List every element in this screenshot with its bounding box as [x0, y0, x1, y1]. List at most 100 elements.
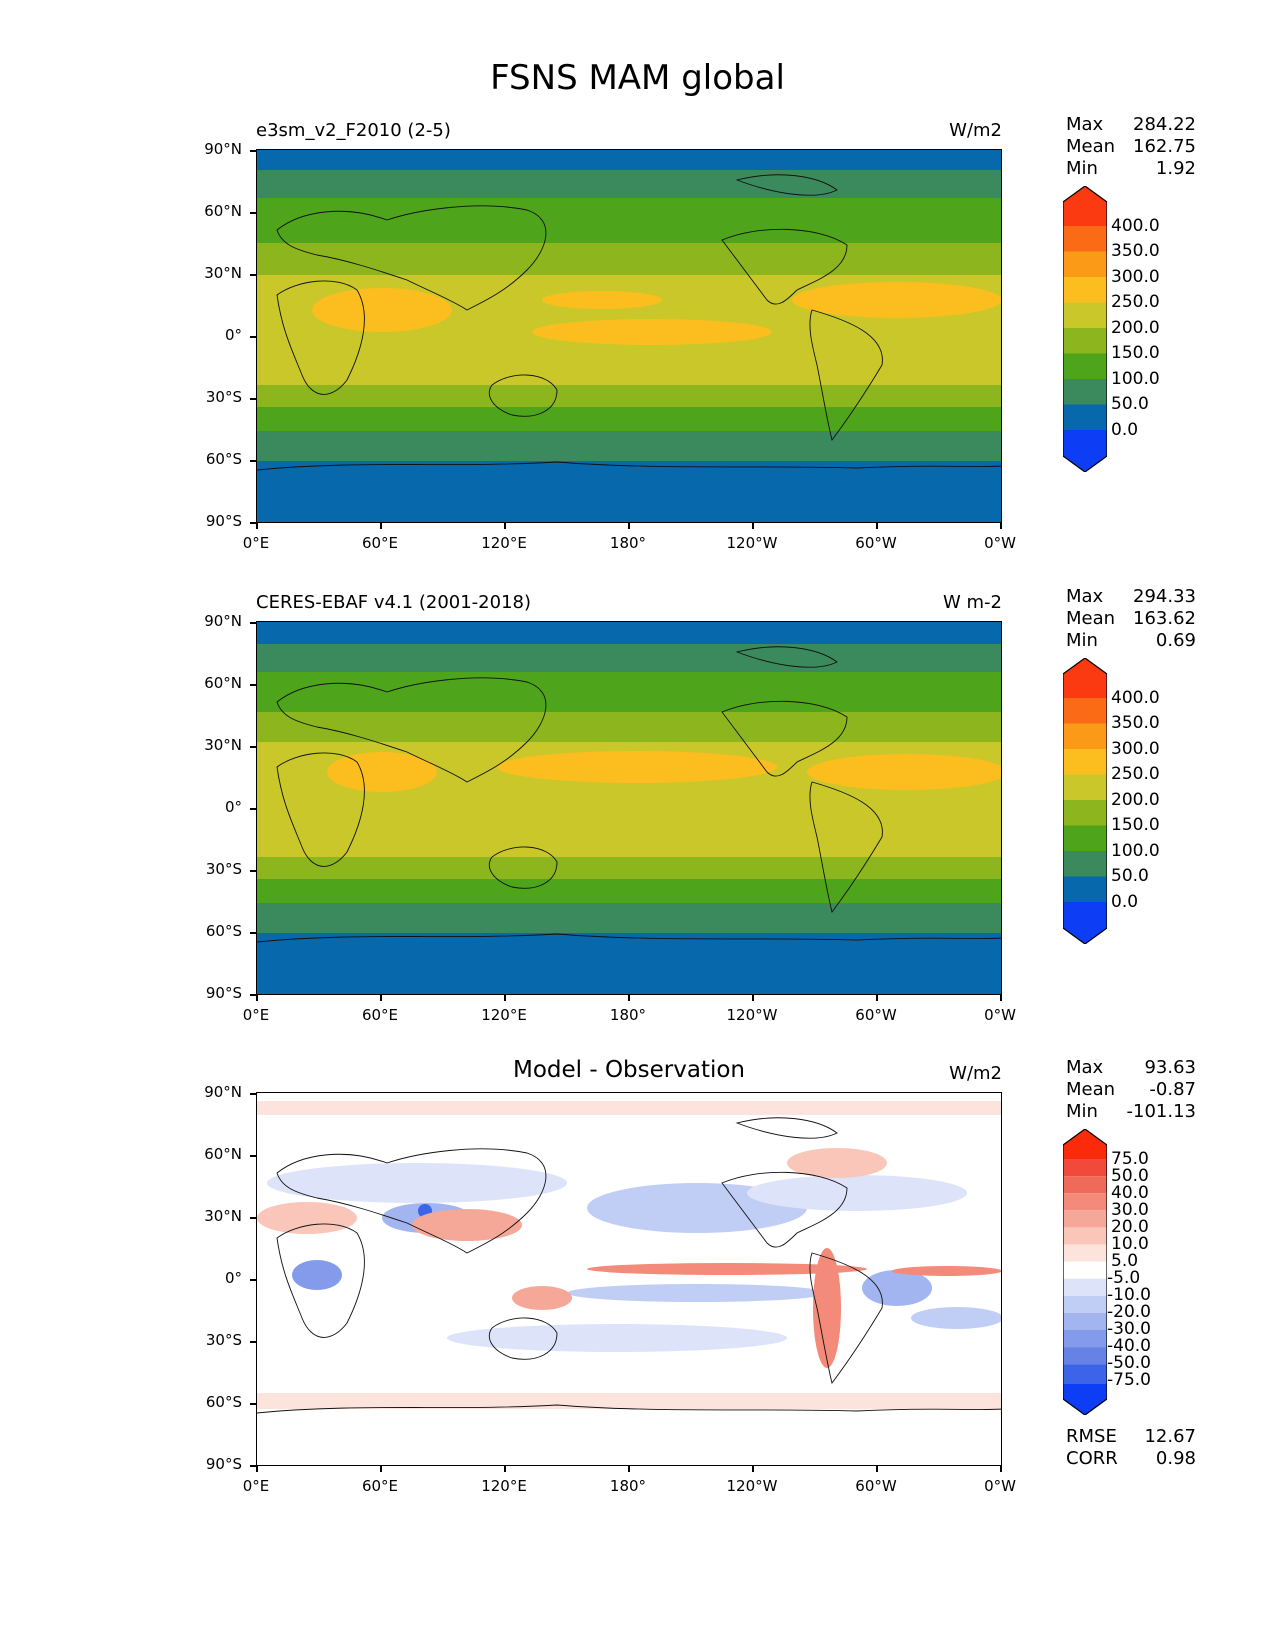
map-field-svg — [257, 622, 1001, 994]
y-tick — [250, 994, 256, 996]
colorbar — [1062, 185, 1108, 476]
x-tick — [380, 995, 382, 1001]
colorbar-label: -75.0 — [1107, 1370, 1151, 1390]
x-tick — [628, 1466, 630, 1472]
colorbar-label: 250.0 — [1111, 292, 1160, 312]
x-tick — [752, 523, 754, 529]
colorbar-label: -5.0 — [1107, 1268, 1141, 1288]
colorbar-label: -10.0 — [1107, 1285, 1151, 1305]
x-tick-label: 120°E — [481, 1006, 527, 1024]
y-tick-label: 0° — [224, 1269, 242, 1287]
x-tick — [256, 1466, 258, 1472]
neg-region — [292, 1260, 342, 1290]
stat-max: Max 284.22 — [1066, 114, 1196, 136]
map-plot — [256, 149, 1002, 523]
rmse-row: RMSE 12.67 — [1066, 1426, 1196, 1448]
stat-label: Min — [1066, 158, 1098, 179]
colorbar-label: 50.0 — [1111, 866, 1149, 886]
neg-region — [862, 1270, 932, 1306]
stats-box: Max 284.22 Mean 162.75 Min 1.92 — [1066, 114, 1196, 180]
x-tick-label: 0°E — [242, 534, 270, 552]
x-tick-label: 60°W — [855, 534, 897, 552]
stat-value: -101.13 — [1126, 1101, 1196, 1122]
stat-label: Mean — [1066, 1079, 1116, 1100]
y-tick — [250, 1465, 256, 1467]
y-tick — [250, 870, 256, 872]
midlat-n-band — [257, 198, 1001, 243]
y-tick-label: 90°N — [204, 612, 242, 630]
stat-value: 294.33 — [1133, 586, 1196, 607]
x-tick — [876, 995, 878, 1001]
colorbar-label: 50.0 — [1111, 1166, 1149, 1186]
stat-max: Max 294.33 — [1066, 586, 1196, 608]
y-tick-label: 60°S — [205, 922, 242, 940]
map-diff-svg — [257, 1093, 1001, 1465]
x-tick-label: 60°E — [361, 1006, 399, 1024]
y-tick — [250, 336, 256, 338]
x-tick — [1000, 523, 1002, 529]
metrics-box: RMSE 12.67 CORR 0.98 — [1066, 1426, 1196, 1470]
y-tick-label: 60°N — [204, 1145, 242, 1163]
y-tick — [250, 212, 256, 214]
map-field-svg — [257, 150, 1001, 522]
y-tick — [250, 1217, 256, 1219]
y-tick — [250, 150, 256, 152]
stat-label: Mean — [1066, 608, 1116, 629]
x-tick — [876, 523, 878, 529]
panel-title: Model - Observation — [512, 1057, 746, 1083]
panel-title: e3sm_v2_F2010 (2-5) — [256, 120, 451, 141]
stat-label: Max — [1066, 586, 1104, 607]
stat-min: Min -101.13 — [1066, 1101, 1196, 1123]
stat-label: Min — [1066, 1101, 1098, 1122]
figure-title: FSNS MAM global — [490, 58, 785, 98]
midlat-n-band — [257, 672, 1001, 712]
stat-value: 284.22 — [1133, 114, 1196, 135]
colorbar-label: 200.0 — [1111, 318, 1160, 338]
y-tick — [250, 1093, 256, 1095]
subarctic-band — [257, 644, 1001, 672]
x-tick-label: 0°W — [984, 534, 1016, 552]
y-tick — [250, 460, 256, 462]
colorbar-label: 100.0 — [1111, 369, 1160, 389]
y-tick — [250, 398, 256, 400]
colorbar-label: 300.0 — [1111, 739, 1160, 759]
x-tick — [380, 523, 382, 529]
x-tick-label: 120°E — [481, 534, 527, 552]
midlat-s-band — [257, 879, 1001, 903]
colorbar-label: 150.0 — [1111, 815, 1160, 835]
units-label: W/m2 — [949, 1063, 1002, 1084]
units-label: W/m2 — [949, 120, 1002, 141]
rmse-label: RMSE — [1066, 1426, 1117, 1447]
subtrop-s-band — [257, 857, 1001, 879]
y-tick-label: 30°N — [204, 1207, 242, 1225]
x-tick-label: 180° — [609, 1477, 647, 1495]
x-tick-label: 60°E — [361, 534, 399, 552]
x-tick-label: 120°W — [726, 534, 778, 552]
neg-region — [447, 1324, 787, 1352]
stat-mean: Mean 162.75 — [1066, 136, 1196, 158]
y-tick-label: 0° — [224, 798, 242, 816]
neg-region — [747, 1175, 967, 1211]
neg-region — [911, 1307, 1001, 1329]
stat-value: -0.87 — [1149, 1079, 1196, 1100]
colorbar-label: 75.0 — [1111, 1149, 1149, 1169]
panel-title: CERES-EBAF v4.1 (2001-2018) — [256, 592, 532, 613]
pos-region — [813, 1248, 841, 1368]
x-tick — [504, 523, 506, 529]
x-tick — [1000, 1466, 1002, 1472]
pacific-max — [532, 319, 772, 345]
pos-region — [892, 1266, 1001, 1276]
x-tick-label: 120°W — [726, 1006, 778, 1024]
x-tick-label: 120°E — [481, 1477, 527, 1495]
y-tick-label: 30°N — [204, 264, 242, 282]
panel-difference: Model - Observation W/m2 — [0, 1057, 1275, 1533]
pos-region — [257, 1202, 357, 1234]
colorbar-label: 350.0 — [1111, 241, 1160, 261]
x-tick-label: 0°E — [242, 1006, 270, 1024]
y-tick-label: 60°N — [204, 202, 242, 220]
y-tick — [250, 1403, 256, 1405]
x-tick-label: 0°W — [984, 1477, 1016, 1495]
y-tick-label: 90°N — [204, 1083, 242, 1101]
southern-ocean-band — [257, 903, 1001, 933]
y-tick-label: 90°S — [205, 512, 242, 530]
